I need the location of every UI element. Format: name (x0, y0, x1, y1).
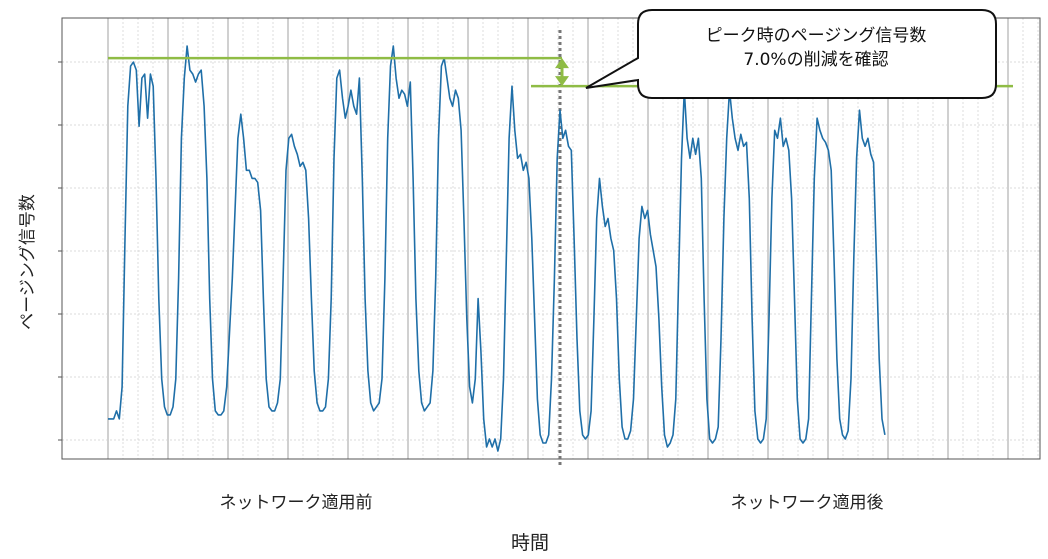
plot-border (61, 17, 1041, 460)
arrow-head-down (555, 76, 569, 87)
callout-line-2: 7.0%の削減を確認 (743, 50, 889, 70)
callout-line-1: ピーク時のページング信号数 (705, 26, 927, 46)
arrow-head-up (555, 58, 569, 69)
series-line-0 (108, 45, 886, 452)
period-label-after: ネットワーク適用後 (731, 493, 884, 513)
annotation-layer (108, 9, 1013, 99)
y-axis-label: ページング信号数 (18, 194, 38, 330)
plot-frame (58, 17, 1041, 460)
series-layer (108, 45, 886, 452)
callout-text: ピーク時のページング信号数 7.0%の削減を確認 (640, 24, 992, 72)
x-axis-label: 時間 (511, 532, 549, 554)
callout-box (585, 9, 997, 99)
period-label-before: ネットワーク適用前 (220, 493, 373, 513)
